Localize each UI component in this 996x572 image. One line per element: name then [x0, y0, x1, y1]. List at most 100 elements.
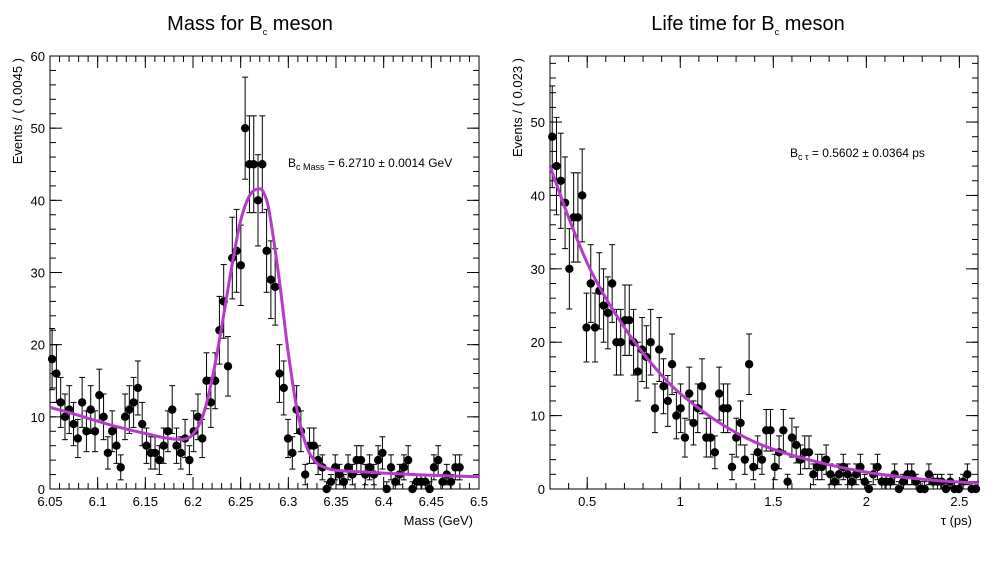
data-point	[159, 441, 168, 450]
data-point	[847, 477, 857, 486]
x-tick-label: 1	[677, 494, 684, 509]
x-tick-label: 6.35	[323, 494, 348, 509]
data-point	[864, 484, 874, 494]
data-point	[749, 462, 758, 472]
data-point	[275, 369, 284, 378]
y-tick-label: 30	[31, 266, 45, 281]
anno-prefix: B	[790, 146, 798, 160]
data-point	[714, 389, 724, 398]
data-point	[150, 448, 160, 458]
data-point	[386, 463, 396, 472]
data-point	[77, 398, 87, 407]
x-tick-label: 2	[863, 494, 870, 509]
data-point	[258, 160, 267, 169]
data-point	[172, 441, 181, 450]
y-tick-label: 30	[531, 262, 545, 277]
data-point	[954, 484, 964, 494]
data-point	[787, 433, 797, 442]
data-point	[86, 405, 95, 414]
data-point	[920, 484, 929, 494]
data-point	[757, 455, 767, 464]
data-point	[249, 160, 258, 169]
data-point	[706, 433, 715, 442]
data-point	[607, 279, 617, 288]
x-tick-label: 6.3	[279, 494, 297, 509]
data-point	[744, 360, 754, 369]
data-point	[856, 462, 865, 472]
data-point	[556, 176, 565, 185]
y-tick-label: 20	[531, 335, 545, 350]
data-point	[382, 484, 391, 494]
y-axis-label: Events / ( 0.0045 )	[10, 58, 25, 164]
data-point	[99, 412, 108, 422]
data-point	[103, 448, 113, 458]
data-point	[770, 462, 779, 472]
data-point	[421, 477, 430, 486]
data-point	[142, 441, 151, 450]
data-point	[60, 412, 70, 422]
data-point	[322, 484, 331, 494]
data-point	[582, 323, 591, 332]
data-point	[809, 470, 818, 479]
data-point	[365, 463, 374, 472]
data-point	[971, 484, 981, 494]
data-point	[650, 404, 660, 413]
data-point	[676, 404, 685, 413]
data-point	[907, 470, 916, 479]
data-point	[262, 246, 271, 256]
title-main: Mass for B	[167, 13, 263, 35]
anno-subscript: c Mass	[296, 162, 325, 172]
plot-frame	[49, 55, 480, 490]
data-point	[753, 448, 762, 457]
fit-curve	[49, 187, 480, 479]
x-tick-label: 6.5	[470, 494, 488, 509]
data-point	[684, 389, 694, 398]
data-point	[112, 441, 121, 450]
y-tick-label: 50	[531, 115, 545, 130]
y-tick-label: 60	[31, 49, 45, 64]
data-point	[941, 484, 951, 494]
data-point	[433, 455, 443, 465]
data-point	[783, 477, 792, 486]
x-axis-label: τ (ps)	[941, 513, 972, 528]
data-point	[843, 470, 852, 479]
data-point	[176, 448, 185, 458]
y-axis-label: Events / ( 0.023 )	[510, 58, 525, 157]
data-point	[82, 427, 91, 436]
data-point	[408, 484, 417, 494]
data-point	[378, 448, 387, 458]
panel-2: Life time for Bc meson 0.5 1 1.5 2 2.5 0 10 20 30…	[510, 13, 981, 528]
data-point	[133, 383, 143, 393]
data-point	[125, 405, 134, 414]
fit-annotation: Bc Mass = 6.2710 ± 0.0014 GeV	[288, 156, 452, 172]
data-point	[655, 345, 664, 354]
data-point	[155, 455, 164, 465]
data-point	[834, 470, 844, 479]
data-point	[185, 455, 194, 465]
x-tick-label: 6.25	[228, 494, 253, 509]
data-point	[573, 213, 583, 222]
title-tail: meson	[779, 13, 845, 35]
data-point	[860, 477, 869, 486]
data-point	[223, 362, 233, 371]
data-point	[399, 463, 409, 472]
y-tick-label: 10	[531, 409, 545, 424]
data-point	[326, 477, 336, 486]
data-point	[963, 470, 972, 479]
data-point	[894, 484, 904, 494]
data-point	[663, 396, 672, 406]
data-point	[924, 470, 934, 479]
data-point	[129, 398, 138, 407]
title-subscript: c	[263, 27, 268, 37]
data-point	[429, 463, 439, 472]
data-point	[137, 419, 147, 429]
fit-annotation: Bc τ = 0.5602 ± 0.0364 ps	[790, 146, 925, 162]
y-tick-label: 0	[538, 482, 545, 497]
panel-1: Mass for Bc meson 6.05 6.1 6.15 6.2 6.25 6.3 6.…	[10, 13, 488, 528]
x-tick-label: 2.5	[950, 494, 968, 509]
data-point	[616, 338, 625, 347]
fit-curve	[548, 165, 979, 485]
data-point	[107, 427, 117, 436]
data-point	[391, 477, 400, 486]
